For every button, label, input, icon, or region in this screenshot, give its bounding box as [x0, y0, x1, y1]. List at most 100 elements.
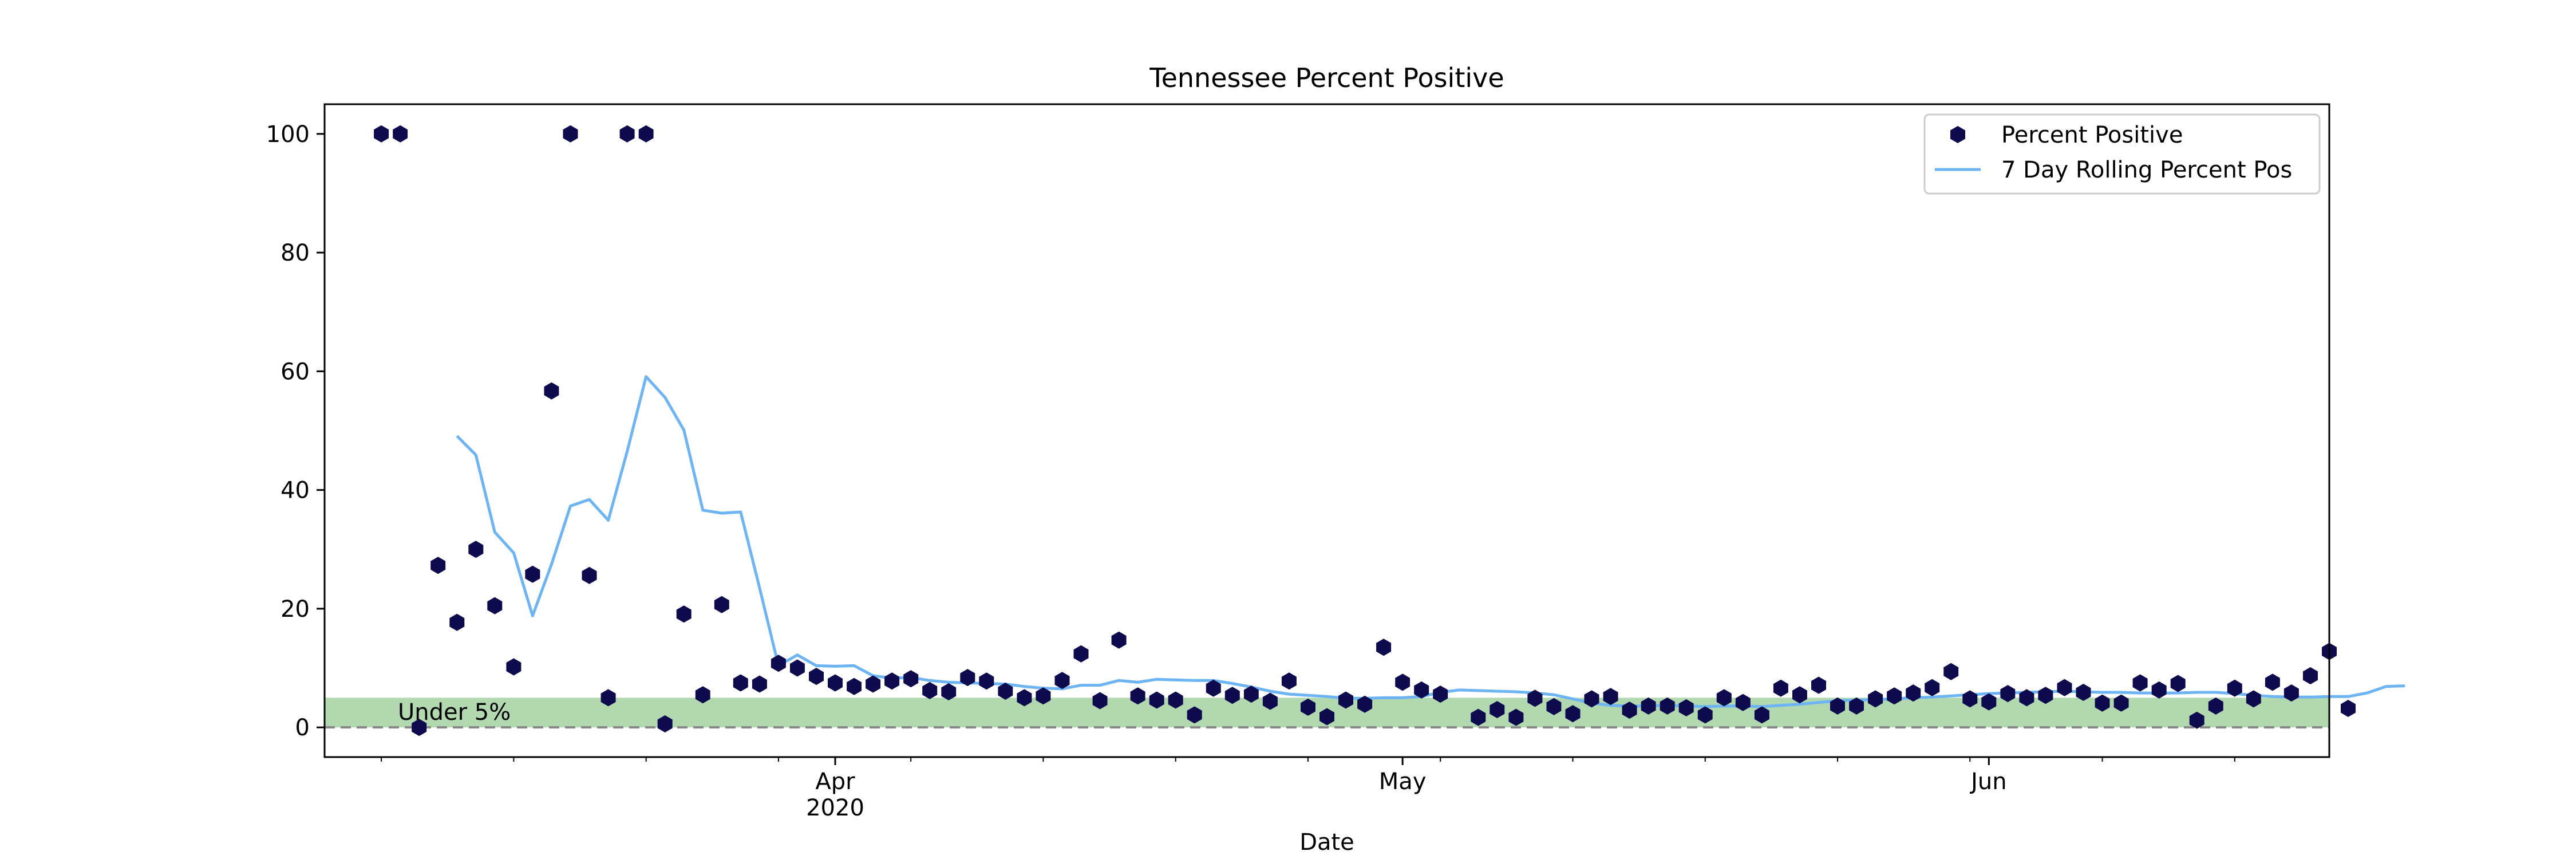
data-point	[449, 613, 465, 631]
y-tick-label: 0	[295, 715, 310, 741]
legend-label-rolling: 7 Day Rolling Percent Pos	[2001, 157, 2292, 183]
data-point	[884, 672, 900, 690]
data-point	[847, 677, 862, 695]
data-point	[1622, 702, 1637, 719]
data-point	[809, 668, 824, 685]
data-point	[1149, 691, 1164, 709]
data-point	[960, 669, 975, 687]
data-point	[487, 597, 503, 614]
data-point	[2246, 690, 2261, 708]
data-point	[922, 681, 938, 699]
data-point	[1357, 695, 1373, 713]
y-tick-label: 60	[280, 358, 310, 385]
data-point	[1092, 692, 1108, 710]
data-point	[1187, 706, 1202, 724]
data-point	[2019, 689, 2034, 707]
data-point	[1301, 698, 1315, 716]
data-point	[619, 125, 635, 143]
data-point	[979, 672, 994, 690]
data-point	[1754, 706, 1769, 724]
data-point	[1962, 690, 1978, 708]
data-point	[2057, 679, 2072, 696]
data-point	[430, 557, 446, 574]
data-point	[525, 565, 540, 583]
data-point	[828, 674, 843, 692]
data-point	[1716, 689, 1732, 707]
data-point	[998, 683, 1013, 700]
data-point	[1338, 691, 1353, 709]
data-point	[1811, 676, 1826, 694]
y-axis: 0 20 40 60 80 100	[266, 121, 325, 741]
data-point	[1830, 697, 1845, 715]
data-point	[393, 125, 408, 143]
data-point	[2341, 700, 2356, 717]
data-point	[2113, 694, 2129, 712]
data-point	[2208, 697, 2223, 715]
data-point	[412, 719, 427, 736]
data-point	[1981, 693, 1997, 711]
data-point	[1678, 699, 1694, 716]
x-tick-label: Apr	[815, 769, 855, 795]
data-point	[563, 125, 578, 143]
data-point	[1868, 690, 1883, 708]
data-point	[752, 675, 767, 693]
legend-label-percent-positive: Percent Positive	[2001, 122, 2183, 148]
data-point	[771, 655, 786, 672]
data-point	[1414, 681, 1429, 699]
data-point	[1943, 663, 1959, 680]
data-point	[1490, 701, 1505, 719]
data-point	[1906, 684, 1921, 702]
data-point	[1603, 688, 1618, 706]
y-tick-label: 40	[280, 478, 310, 504]
band-label: Under 5%	[398, 699, 511, 726]
data-point	[695, 686, 710, 704]
data-point	[1565, 705, 1581, 723]
data-point	[1849, 697, 1864, 715]
data-point	[1641, 697, 1656, 715]
data-point	[1073, 645, 1089, 663]
data-point	[1925, 679, 1940, 696]
data-point	[1660, 697, 1675, 715]
x-tick-label: Jun	[1969, 769, 2007, 795]
data-point	[1168, 691, 1183, 709]
data-point	[1262, 692, 1278, 710]
data-point	[1130, 687, 1145, 705]
data-point	[2076, 684, 2091, 701]
data-point	[468, 541, 484, 558]
data-point	[1319, 708, 1334, 726]
data-point	[2303, 667, 2318, 684]
y-tick-label: 100	[266, 121, 310, 148]
data-point	[1471, 708, 1486, 726]
data-point	[1527, 689, 1543, 707]
data-point	[1773, 679, 1788, 697]
data-point	[941, 683, 957, 700]
data-point	[2283, 684, 2299, 702]
data-point	[2151, 681, 2167, 699]
data-point	[506, 658, 521, 676]
data-point	[1281, 672, 1297, 690]
data-point	[657, 715, 673, 732]
legend: Percent Positive 7 Day Rolling Percent P…	[1923, 113, 2321, 195]
data-point	[1792, 686, 1807, 704]
plot-frame	[323, 103, 2330, 758]
data-point	[544, 382, 559, 400]
data-point	[2000, 685, 2016, 703]
data-point	[1036, 687, 1051, 705]
data-point	[2189, 711, 2204, 729]
data-point	[638, 125, 654, 143]
data-point	[1735, 693, 1751, 711]
data-point	[1433, 685, 1448, 703]
data-point	[1224, 687, 1240, 704]
data-point	[1376, 639, 1392, 656]
x-tick-sublabel: 2020	[806, 795, 864, 821]
data-point	[714, 596, 729, 613]
data-point	[1111, 631, 1127, 649]
data-point	[676, 605, 692, 623]
data-point	[1054, 672, 1070, 689]
y-tick-label: 80	[280, 240, 310, 266]
data-point	[582, 566, 597, 584]
chart-title: Tennessee Percent Positive	[1149, 62, 1504, 93]
data-point	[1887, 687, 1902, 705]
